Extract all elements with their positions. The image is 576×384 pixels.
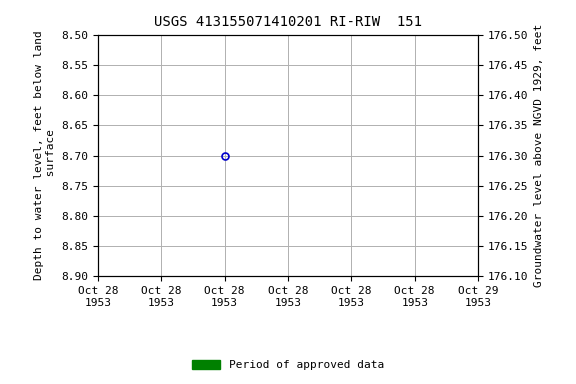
Title: USGS 413155071410201 RI-RIW  151: USGS 413155071410201 RI-RIW 151 (154, 15, 422, 29)
Y-axis label: Depth to water level, feet below land
 surface: Depth to water level, feet below land su… (34, 31, 56, 280)
Y-axis label: Groundwater level above NGVD 1929, feet: Groundwater level above NGVD 1929, feet (534, 24, 544, 287)
Legend: Period of approved data: Period of approved data (188, 355, 388, 375)
